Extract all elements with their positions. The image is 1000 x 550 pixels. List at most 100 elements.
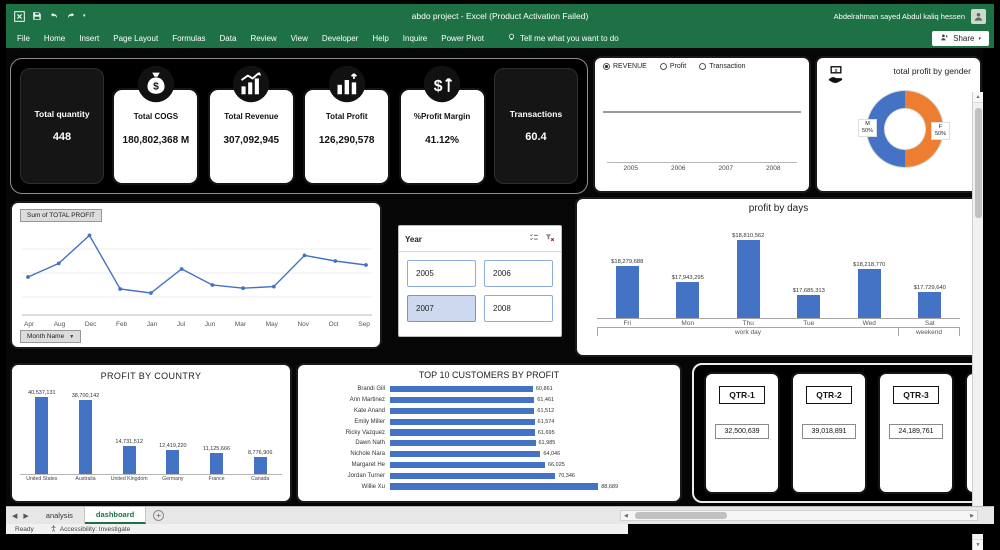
customize-toolbar-caret-icon[interactable]: ▾ <box>83 13 86 19</box>
days-bar-chart: $18,279,688 $17,943,295 $18,810,562 $17,685… <box>597 216 960 318</box>
revenue-bar-chart <box>603 76 801 160</box>
kpi-profit-margin[interactable]: $ %Profit Margin 41.12% <box>398 65 486 187</box>
sheet-tab-analysis[interactable]: analysis <box>34 507 85 524</box>
gender-profit-panel[interactable]: $ total profit by gender M 50% F 50% <box>815 56 982 193</box>
ribbon-tab-view[interactable]: View <box>290 33 308 43</box>
window-title: abdo project - Excel (Product Activation… <box>411 11 589 21</box>
undo-icon[interactable] <box>49 11 59 21</box>
account-name[interactable]: Abdelrahman sayed Abdul kaliq hessen <box>833 11 965 21</box>
bar <box>918 292 942 318</box>
chart-option-profit[interactable]: Profit <box>659 63 686 70</box>
bar-value-label: 38,700,142 <box>71 393 100 400</box>
bar <box>390 418 535 425</box>
ribbon-tab-power-pivot[interactable]: Power Pivot <box>441 33 484 43</box>
chart-option-revenue[interactable]: REVENUE <box>603 63 647 70</box>
monthly-profit-panel[interactable]: Sum of TOTAL PROFIT Apr Aug Dec Feb Jan Jul Ju… <box>10 201 382 349</box>
clear-filter-icon[interactable] <box>545 230 555 248</box>
user-avatar[interactable] <box>971 8 986 24</box>
share-button[interactable]: Share ▾ <box>932 31 989 46</box>
ribbon-tab-home[interactable]: Home <box>43 33 66 43</box>
profit-line-chart <box>22 233 372 316</box>
save-icon[interactable] <box>32 11 42 21</box>
x-tick-label: Feb <box>116 321 128 328</box>
value-field-button[interactable]: Sum of TOTAL PROFIT <box>20 209 103 222</box>
next-sheet-icon[interactable]: ▶ <box>23 512 29 520</box>
bar <box>390 386 533 393</box>
x-tick-label: Nov <box>297 321 309 328</box>
slicer-item-2006[interactable]: 2006 <box>484 260 553 287</box>
ribbon-tab-insert[interactable]: Insert <box>79 33 100 43</box>
scroll-left-icon[interactable]: ◀ <box>624 512 628 519</box>
x-tick-label: Fri <box>623 320 632 327</box>
country-column-germany: 12,419,220 <box>151 443 195 474</box>
qtr-label: QTR-3 <box>893 386 939 404</box>
chart-option-transaction[interactable]: Transaction <box>699 63 746 70</box>
revenue-chart-panel[interactable]: REVENUE Profit Transaction 2005 2006 2007 200… <box>593 56 811 193</box>
bar-value-label: 40,537,131 <box>28 389 56 396</box>
qtr-1-card[interactable]: QTR-1 32,500,639 <box>704 372 780 494</box>
ribbon-tab-file[interactable]: File <box>17 33 30 43</box>
money-bag-icon: $ <box>137 65 175 103</box>
scroll-down-icon[interactable]: ▼ <box>973 539 983 550</box>
bar-track: 64,046 <box>390 451 668 458</box>
kpi-label: %Profit Margin <box>413 112 471 121</box>
kpi-total-quantity[interactable]: Total quantity 448 <box>20 68 104 184</box>
slicer-header: Year <box>399 226 561 252</box>
kpi-total-cogs[interactable]: $ Total COGS 180,802,368 M <box>112 65 200 187</box>
country-column-united-states: 40,537,131 <box>20 390 64 474</box>
bar-value-label: $17,685,313 <box>792 287 825 294</box>
slicer-item-2005[interactable]: 2005 <box>407 260 476 287</box>
gender-donut-chart: M 50% F 50% <box>858 91 950 167</box>
vertical-scroll-thumb[interactable] <box>974 108 982 218</box>
month-name-filter-button[interactable]: Month Name ▼ <box>20 330 82 343</box>
ribbon-tab-formulas[interactable]: Formulas <box>172 33 206 43</box>
x-tick-label: Jan <box>146 321 158 328</box>
slice-pct: 50% <box>862 127 874 134</box>
scroll-up-icon[interactable]: ▲ <box>973 92 983 103</box>
customer-name: Willie Xu <box>361 483 385 490</box>
ribbon-tab-developer[interactable]: Developer <box>321 33 359 43</box>
scroll-right-icon[interactable]: ▶ <box>970 512 974 519</box>
top-customers-panel[interactable]: TOP 10 CUSTOMERS BY PROFIT Brandi Gill 60… <box>296 363 682 503</box>
bar-value-label: $18,810,562 <box>732 233 765 240</box>
ribbon-tab-page-layout[interactable]: Page Layout <box>113 33 159 43</box>
ribbon-tab-inquire[interactable]: Inquire <box>402 33 428 43</box>
bar <box>736 240 760 318</box>
kpi-total-profit[interactable]: Total Profit 126,290,578 <box>303 65 391 187</box>
slicer-item-2008[interactable]: 2008 <box>484 295 553 322</box>
prev-sheet-icon[interactable]: ◀ <box>12 512 18 520</box>
horizontal-scrollbar[interactable]: ◀ ▶ <box>620 510 978 521</box>
add-sheet-icon[interactable]: + <box>153 510 165 521</box>
accessibility-status[interactable]: Accessibility: Investigate <box>50 525 130 534</box>
ribbon-tab-bar: File Home Insert Page Layout Formulas Data Rev… <box>6 28 994 48</box>
tell-me-box[interactable]: Tell me what you want to do <box>507 33 619 44</box>
profit-by-days-panel[interactable]: profit by days $18,279,688 $17,943,295 $18… <box>575 197 982 357</box>
qtr-3-card[interactable]: QTR-3 24,189,761 <box>878 372 954 494</box>
sheet-tab-dashboard[interactable]: dashboard <box>84 507 147 524</box>
profit-by-country-panel[interactable]: PROFIT BY COUNTRY 40,537,131 38,700,142 14… <box>10 363 292 503</box>
year-slicer[interactable]: Year 2005 2006 2007 2008 <box>398 225 562 337</box>
ribbon-tab-help[interactable]: Help <box>372 33 389 43</box>
horizontal-scroll-thumb[interactable] <box>634 512 727 519</box>
kpi-transactions[interactable]: Transactions 60.4 <box>493 68 578 184</box>
bar-value-label: 61,512 <box>537 407 555 414</box>
kpi-total-revenue[interactable]: Total Revenue 307,092,945 <box>207 65 295 187</box>
bar <box>253 457 267 474</box>
redo-icon[interactable] <box>66 11 76 21</box>
multiselect-icon[interactable] <box>529 230 539 248</box>
slicer-item-2007[interactable]: 2007 <box>407 295 476 322</box>
vertical-scrollbar[interactable]: ▲ ▼ <box>972 92 983 550</box>
customer-name: Kate Anand <box>353 407 385 414</box>
hand-money-icon: $ <box>825 64 847 91</box>
ribbon-tab-data[interactable]: Data <box>219 33 237 43</box>
customer-name: Ricky Vazquez <box>345 429 385 436</box>
customer-row: Ricky Vazquez 61,695 <box>304 427 668 438</box>
quick-access-toolbar: ▾ <box>14 10 86 22</box>
share-icon <box>940 33 949 44</box>
qtr-2-card[interactable]: QTR-2 39,018,891 <box>791 372 867 494</box>
country-column-australia: 38,700,142 <box>64 393 108 474</box>
bar-track: 70,346 <box>390 472 668 479</box>
country-column-canada: 8,776,906 <box>238 450 282 474</box>
qtr-value: 24,189,761 <box>889 424 943 439</box>
ribbon-tab-review[interactable]: Review <box>250 33 277 43</box>
